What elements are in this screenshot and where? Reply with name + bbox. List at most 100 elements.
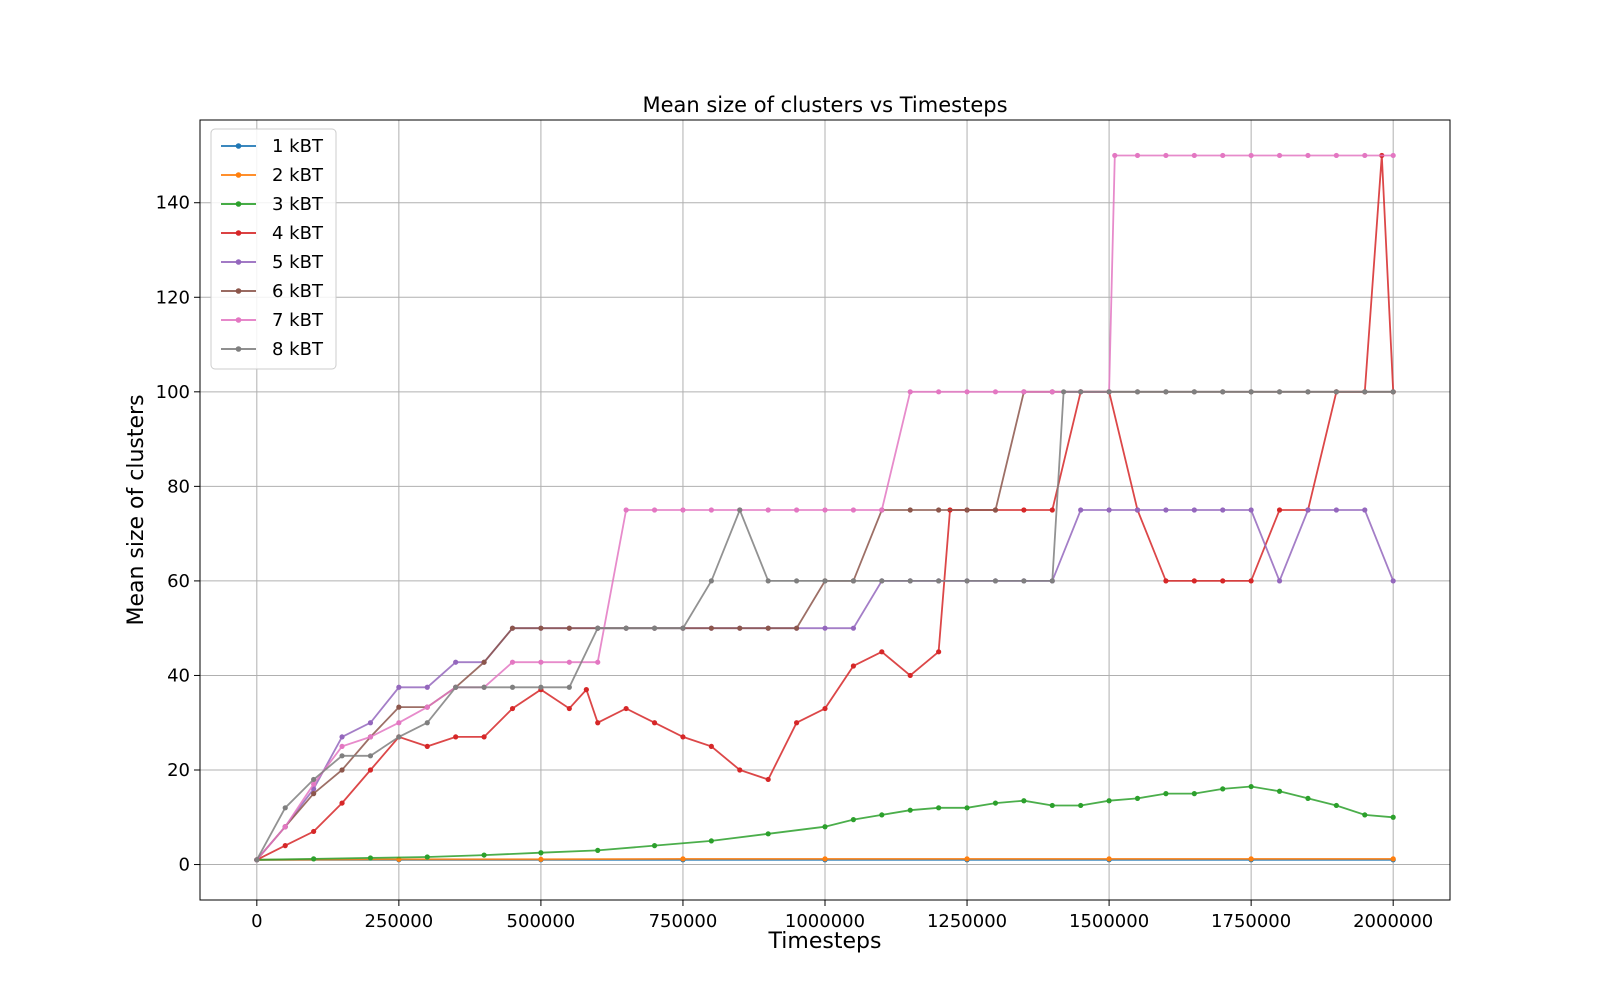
data-point	[583, 687, 589, 693]
data-point	[424, 854, 430, 860]
data-point	[850, 507, 857, 513]
data-point	[1390, 389, 1396, 395]
series-7	[254, 152, 1396, 863]
y-tick-label: 120	[156, 287, 190, 308]
data-point	[481, 852, 487, 858]
data-point	[879, 578, 885, 584]
data-point	[765, 578, 771, 584]
data-point	[367, 734, 374, 740]
legend-item: 3 kBT	[221, 194, 324, 215]
data-point	[737, 507, 743, 513]
data-point	[737, 767, 743, 773]
data-point	[595, 847, 601, 853]
data-point	[1078, 507, 1084, 513]
data-point	[964, 389, 970, 395]
data-point	[1248, 856, 1254, 862]
data-point	[708, 507, 714, 513]
data-point	[793, 507, 800, 513]
data-point	[1163, 507, 1169, 513]
data-point	[509, 659, 516, 665]
data-point	[651, 843, 658, 849]
data-point	[1333, 152, 1339, 159]
data-point	[907, 807, 913, 813]
data-point	[1276, 788, 1283, 794]
data-point	[822, 824, 828, 830]
data-point	[1191, 791, 1197, 797]
x-axis: 0 250000 500000 750000 1000000 1250000 1500000…	[251, 900, 1433, 932]
data-point	[623, 507, 629, 513]
data-point	[1220, 786, 1226, 792]
data-point	[793, 720, 800, 726]
data-point	[481, 734, 487, 740]
legend: 1 kBT 2 kBT 3 kBT 4 kBT 5 kBT 6 kBT 7 kBT 8 kBT	[210, 128, 337, 370]
data-point	[367, 720, 374, 726]
x-tick-label: 250000	[365, 911, 434, 932]
data-point	[850, 578, 857, 584]
data-point	[1134, 152, 1141, 159]
data-point	[1305, 507, 1311, 513]
data-point	[566, 684, 572, 690]
x-tick-label: 1500000	[1069, 911, 1149, 932]
series-layer	[254, 152, 1396, 863]
data-point	[509, 705, 516, 712]
data-point	[964, 805, 970, 811]
chart-title: Mean size of clusters vs Timesteps	[642, 93, 1007, 117]
y-tick-label: 40	[167, 665, 190, 686]
legend-label: 2 kBT	[272, 165, 324, 186]
data-point	[879, 812, 885, 818]
x-tick-label: 0	[251, 911, 262, 932]
data-point	[538, 850, 544, 856]
data-point	[964, 578, 970, 584]
data-point	[1021, 798, 1027, 804]
data-point	[1305, 795, 1311, 801]
data-point	[992, 578, 999, 584]
data-point	[964, 856, 970, 862]
data-point	[339, 753, 345, 759]
data-point	[992, 507, 999, 513]
data-point	[1191, 507, 1197, 513]
data-point	[367, 753, 374, 759]
legend-marker	[235, 346, 242, 352]
data-point	[822, 625, 828, 631]
data-point	[1333, 389, 1339, 395]
data-point	[453, 684, 459, 690]
data-point	[1248, 783, 1254, 790]
data-point	[651, 507, 658, 513]
data-point	[538, 684, 544, 690]
data-point	[992, 800, 999, 806]
data-point	[1191, 578, 1197, 584]
data-point	[367, 855, 374, 861]
data-point	[1362, 507, 1368, 513]
legend-item: 7 kBT	[221, 310, 324, 331]
data-point	[850, 817, 857, 823]
data-point	[651, 720, 658, 726]
legend-item: 4 kBT	[221, 223, 324, 244]
data-point	[1112, 152, 1118, 159]
legend-marker	[235, 230, 242, 236]
data-point	[282, 824, 288, 830]
data-point	[708, 838, 714, 844]
data-point	[680, 625, 686, 631]
series-8	[254, 389, 1396, 863]
data-point	[1191, 152, 1197, 159]
data-point	[1248, 507, 1254, 513]
x-tick-label: 1000000	[785, 911, 865, 932]
legend-box	[210, 128, 337, 370]
data-point	[1163, 152, 1169, 159]
data-point	[936, 649, 942, 655]
data-point	[1049, 802, 1055, 809]
data-point	[737, 625, 743, 631]
data-point	[1220, 152, 1226, 159]
y-tick-label: 60	[167, 571, 190, 592]
data-point	[396, 684, 402, 690]
data-point	[424, 684, 430, 690]
data-point	[396, 734, 402, 740]
data-point	[1049, 389, 1055, 395]
data-point	[254, 857, 260, 863]
data-point	[1390, 578, 1396, 584]
data-point	[907, 578, 913, 584]
legend-marker	[235, 317, 242, 323]
data-point	[1276, 578, 1283, 584]
data-point	[1106, 507, 1112, 513]
data-point	[623, 705, 629, 712]
